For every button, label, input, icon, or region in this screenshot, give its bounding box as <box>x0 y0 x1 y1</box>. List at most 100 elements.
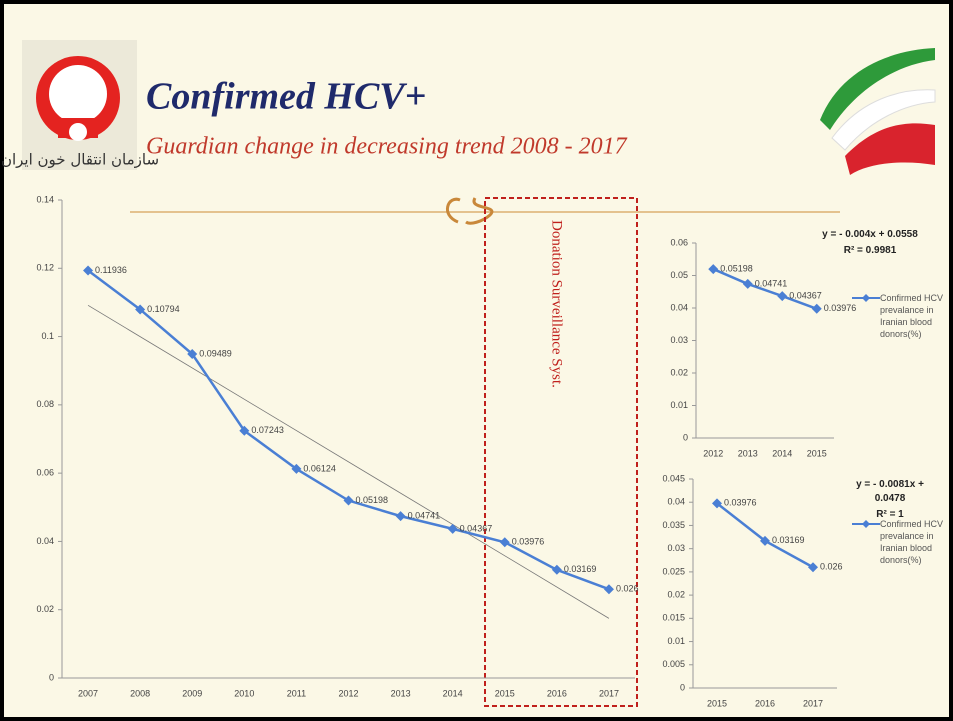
y-tick-label: 0.02 <box>670 367 688 377</box>
eq: y = - 0.004x + 0.0558 <box>822 229 918 240</box>
text-box: R² = 1 <box>876 509 904 520</box>
text-box: y = - 0.004x + 0.0558 <box>822 229 918 240</box>
eq: R² = 0.9981 <box>843 245 897 256</box>
y-tick-label: 0.03 <box>667 543 685 553</box>
x-tick-label: 2008 <box>130 688 150 698</box>
marker <box>551 564 562 575</box>
x-tick-label: 2013 <box>738 448 758 458</box>
marker <box>239 425 250 436</box>
y-tick-label: 0.02 <box>667 589 685 599</box>
marker <box>395 511 406 522</box>
marker <box>291 463 302 474</box>
data-label: 0.05198 <box>356 495 389 505</box>
marker <box>135 304 146 315</box>
y-tick-label: 0.1 <box>41 331 54 341</box>
data-label: 0.04741 <box>755 278 788 288</box>
y-tick-label: 0.08 <box>36 399 54 409</box>
data-label: 0.10794 <box>147 304 180 314</box>
y-tick-label: 0.05 <box>670 270 688 280</box>
y-tick-label: 0.04 <box>667 497 685 507</box>
y-tick-label: 0.14 <box>36 194 54 204</box>
legend-marker <box>862 294 870 302</box>
x-tick-label: 2017 <box>803 698 823 708</box>
y-tick-label: 0.06 <box>670 237 688 247</box>
data-label: 0.09489 <box>199 348 232 358</box>
y-tick-label: 0 <box>49 672 54 682</box>
data-label: 0.03976 <box>512 537 545 547</box>
data-label: 0.04367 <box>460 523 493 533</box>
x-tick-label: 2012 <box>338 688 358 698</box>
marker <box>603 584 614 595</box>
text-box: y = - 0.0081x + 0.0478 <box>856 479 924 504</box>
marker <box>343 495 354 506</box>
data-label: 0.04367 <box>789 290 822 300</box>
x-tick-label: 2009 <box>182 688 202 698</box>
marker <box>811 303 822 314</box>
x-tick-label: 2017 <box>599 688 619 698</box>
legend-marker <box>862 520 870 528</box>
y-tick-label: 0.12 <box>36 263 54 273</box>
y-tick-label: 0 <box>683 432 688 442</box>
marker <box>447 523 458 534</box>
text-box: Confirmed HCV prevalance in Iranian bloo… <box>880 519 944 565</box>
series-line <box>712 267 818 310</box>
text-box: R² = 0.9981 <box>843 245 897 256</box>
x-tick-label: 2015 <box>495 688 515 698</box>
marker <box>712 498 722 509</box>
marker <box>808 562 818 573</box>
trendline <box>87 304 610 619</box>
data-label: 0.05198 <box>720 263 753 273</box>
data-label: 0.11936 <box>95 265 127 275</box>
x-tick-label: 2014 <box>772 448 792 458</box>
x-tick-label: 2016 <box>547 688 567 698</box>
x-tick-label: 2015 <box>707 698 727 708</box>
y-tick-label: 0.01 <box>667 636 685 646</box>
marker <box>499 537 510 548</box>
y-tick-label: 0.01 <box>670 400 688 410</box>
y-tick-label: 0.045 <box>662 473 685 483</box>
data-label: 0.03169 <box>564 564 597 574</box>
x-tick-label: 2015 <box>807 448 827 458</box>
marker <box>83 265 94 276</box>
x-tick-label: 2010 <box>234 688 254 698</box>
y-tick-label: 0.03 <box>670 335 688 345</box>
marker <box>760 535 770 546</box>
x-tick-label: 2016 <box>755 698 775 708</box>
data-label: 0.03976 <box>724 498 757 508</box>
logo-right <box>820 48 936 175</box>
logo-left <box>22 40 137 170</box>
y-tick-label: 0.02 <box>36 604 54 614</box>
x-tick-label: 2014 <box>443 688 463 698</box>
logo-text: سازمان انتقال خون ایران <box>1 151 159 169</box>
y-tick-label: 0.06 <box>36 468 54 478</box>
y-tick-label: 0.04 <box>670 302 688 312</box>
y-tick-label: 0.005 <box>662 659 685 669</box>
y-tick-label: 0.025 <box>662 566 685 576</box>
data-label: 0.026 <box>616 584 639 594</box>
subtitle: Guardian change in decreasing trend 2008… <box>146 134 628 160</box>
y-tick-label: 0.015 <box>662 613 685 623</box>
legend: Confirmed HCV prevalance in Iranian bloo… <box>880 293 944 339</box>
eq: y = - 0.0081x + 0.0478 <box>856 479 924 504</box>
legend: Confirmed HCV prevalance in Iranian bloo… <box>880 519 944 565</box>
x-tick-label: 2013 <box>391 688 411 698</box>
marker <box>742 278 753 289</box>
x-tick-label: 2007 <box>78 688 98 698</box>
data-label: 0.04741 <box>408 511 441 521</box>
highlight-box <box>484 197 638 707</box>
marker <box>777 291 788 302</box>
y-tick-label: 0 <box>680 682 685 692</box>
data-label: 0.03976 <box>824 303 857 313</box>
data-label: 0.026 <box>820 562 843 572</box>
annotation: Donation Surveillance Syst. <box>549 220 565 388</box>
eq: R² = 1 <box>876 509 904 520</box>
data-label: 0.06124 <box>303 463 336 473</box>
y-tick-label: 0.035 <box>662 520 685 530</box>
data-label: 0.07243 <box>251 425 284 435</box>
x-tick-label: 2012 <box>703 448 723 458</box>
text-box: Confirmed HCV prevalance in Iranian bloo… <box>880 293 944 339</box>
marker <box>187 349 198 360</box>
x-tick-label: 2011 <box>287 688 306 698</box>
